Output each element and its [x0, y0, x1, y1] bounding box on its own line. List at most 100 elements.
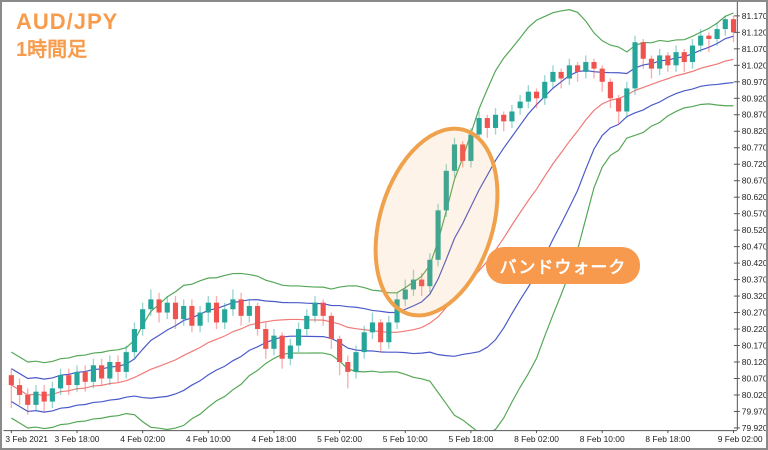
bull-candle [148, 299, 154, 310]
bull-candle [542, 81, 548, 99]
bear-candle [263, 329, 269, 349]
bear-candle [25, 394, 31, 405]
y-axis-label: 80.570 [742, 209, 766, 219]
bull-candle [624, 88, 630, 112]
bear-candle [16, 385, 23, 395]
bull-candle [131, 329, 138, 353]
bull-candle [33, 391, 39, 405]
y-axis-label: 80.470 [742, 242, 766, 252]
y-axis-label: 80.970 [742, 77, 766, 87]
bull-candle [246, 305, 252, 316]
bull-candle [402, 289, 408, 300]
bull-candle [427, 259, 433, 287]
x-axis-label: 5 Feb 10:00 [383, 434, 428, 444]
bull-candle [435, 210, 441, 260]
y-axis-label: 80.620 [742, 192, 766, 202]
y-axis-label: 80.920 [742, 93, 766, 103]
bear-candle [328, 315, 334, 339]
bollinger-upper-2sigma [11, 9, 734, 364]
x-axis-label: 8 Feb 18:00 [645, 434, 690, 444]
y-axis-label: 80.720 [742, 159, 766, 169]
bear-candle [730, 19, 737, 33]
bear-candle [337, 338, 343, 363]
bull-candle [632, 42, 638, 89]
y-axis-label: 80.420 [742, 258, 766, 268]
bull-candle [295, 329, 302, 346]
x-axis-label: 3 Feb 2021 [5, 434, 48, 444]
bull-candle [517, 101, 523, 109]
bear-candle [681, 52, 687, 63]
bollinger-lower-2sigma [11, 103, 734, 431]
y-axis-label: 80.870 [742, 110, 766, 120]
bear-candle [41, 391, 47, 402]
y-axis-label: 80.170 [742, 340, 766, 350]
bear-candle [99, 365, 105, 379]
y-axis-label: 80.820 [742, 126, 766, 136]
x-axis-label: 9 Feb 02:00 [718, 434, 763, 444]
bull-candle [304, 315, 310, 330]
bull-candle [714, 29, 720, 39]
bear-candle [345, 362, 351, 372]
bull-candle [583, 62, 589, 72]
x-axis-label: 5 Feb 18:00 [448, 434, 493, 444]
y-axis-label: 81.170 [742, 11, 766, 21]
y-axis-label: 80.520 [742, 225, 766, 235]
candlesticks [8, 15, 737, 415]
bear-candle [460, 144, 466, 161]
bear-candle [172, 302, 179, 320]
bear-candle [591, 62, 597, 69]
bandwalk-badge-label: バンドウォーク [499, 258, 627, 277]
bull-candle [107, 362, 113, 379]
bull-candle [58, 375, 64, 389]
bear-candle [484, 118, 490, 128]
y-axis-label: 80.770 [742, 143, 766, 153]
x-axis-label: 4 Feb 02:00 [120, 434, 165, 444]
bear-candle [66, 375, 72, 386]
y-axis-label: 80.120 [742, 357, 766, 367]
bull-candle [123, 352, 129, 372]
bull-candle [410, 279, 417, 290]
y-axis-label: 80.270 [742, 308, 766, 318]
bull-candle [566, 65, 572, 79]
bull-candle [722, 19, 728, 30]
bull-candle [394, 299, 400, 323]
bull-candle [90, 365, 96, 382]
bear-candle [254, 305, 261, 330]
bull-candle [361, 332, 367, 353]
y-axis-label: 80.070 [742, 373, 766, 383]
bear-candle [665, 55, 671, 66]
chart-title: AUD/JPY 1時間足 [16, 8, 118, 63]
bull-candle [287, 345, 293, 359]
bull-candle [74, 371, 80, 386]
bull-candle [164, 302, 170, 313]
bull-candle [550, 71, 556, 82]
bear-candle [320, 302, 326, 316]
bull-candle [49, 388, 55, 402]
bull-candle [657, 55, 663, 69]
y-axis-label: 81.020 [742, 60, 766, 70]
bear-candle [640, 42, 646, 59]
bear-candle [599, 68, 605, 82]
bull-candle [369, 322, 376, 333]
y-axis-label: 80.370 [742, 275, 766, 285]
bull-candle [492, 114, 499, 128]
bollinger-lower-1sigma [11, 81, 734, 413]
symbol-label: AUD/JPY [16, 9, 119, 34]
bull-candle [222, 309, 228, 323]
bear-candle [607, 81, 613, 99]
x-axis-label: 3 Feb 18:00 [55, 434, 100, 444]
bear-candle [706, 35, 712, 39]
x-axis-label: 5 Feb 02:00 [317, 434, 362, 444]
x-axis-label: 8 Feb 10:00 [580, 434, 625, 444]
bull-candle [181, 305, 187, 320]
plot-area[interactable] [8, 9, 737, 434]
bull-candle [698, 35, 704, 46]
bear-candle [156, 299, 162, 313]
x-axis-label: 4 Feb 18:00 [252, 434, 297, 444]
y-axis-label: 79.970 [742, 406, 766, 416]
axes: 81.170 81.120 81.070 81.020 80.970 80.920 80.8… [3, 2, 766, 444]
bull-candle [205, 302, 211, 313]
bear-candle [189, 305, 195, 326]
y-axis-label: 80.020 [742, 390, 766, 400]
